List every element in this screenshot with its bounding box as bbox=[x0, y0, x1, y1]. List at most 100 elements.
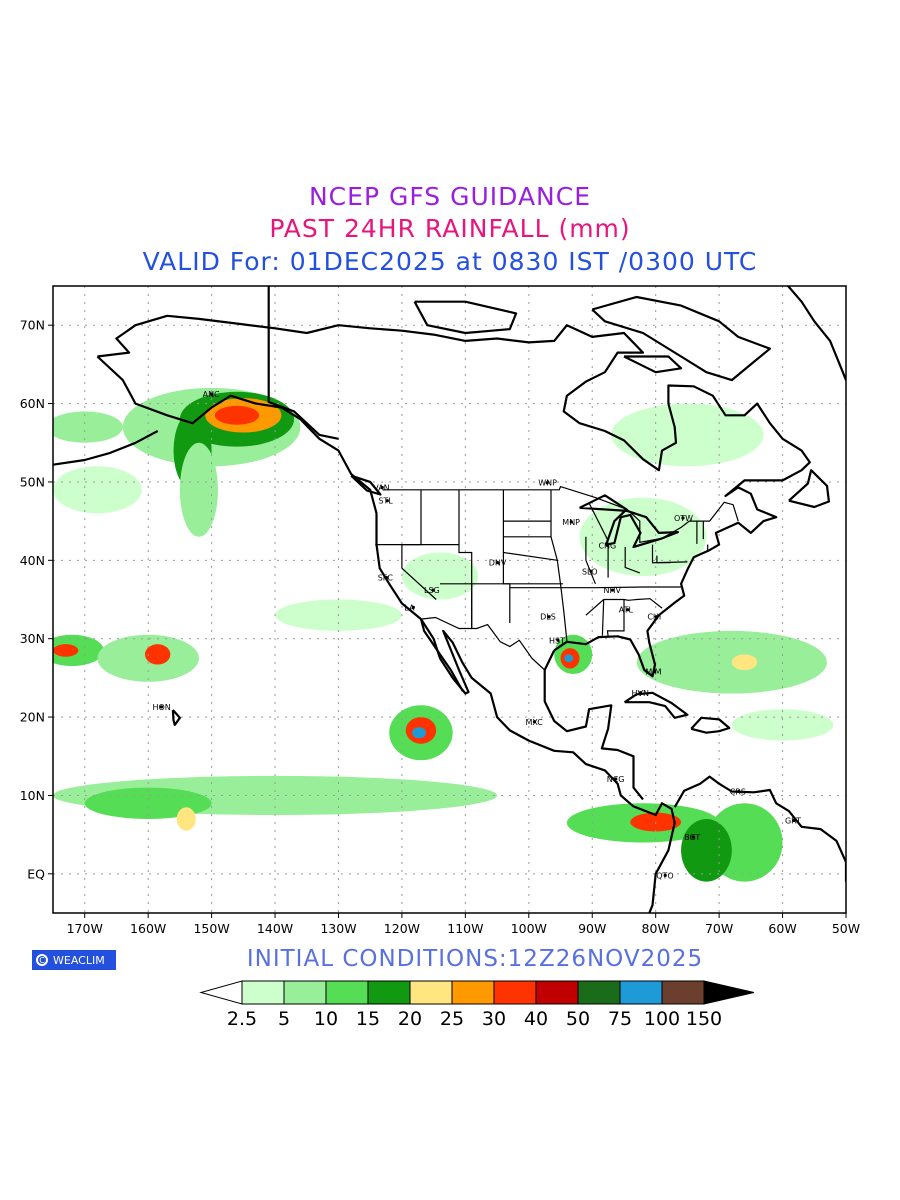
colorbar-swatch-0 bbox=[241, 980, 285, 1005]
city-label: MIM bbox=[645, 668, 661, 677]
rain-cell-5 bbox=[179, 442, 218, 537]
city-dot bbox=[380, 485, 384, 490]
rainfall-map: ANC VAN STL WNP MNP OTW CHG DNV SFC LSG LA SLO NHV AT… bbox=[20, 285, 860, 936]
border-12 bbox=[585, 536, 596, 585]
city-sfc: SFC bbox=[378, 574, 394, 583]
city-label: GRT bbox=[785, 817, 801, 826]
border-11 bbox=[509, 586, 682, 589]
city-atl: ATL bbox=[619, 606, 634, 615]
city-dot bbox=[589, 569, 593, 573]
chart-subtitle: PAST 24HR RAINFALL (mm) bbox=[269, 214, 631, 243]
border-13 bbox=[588, 502, 609, 541]
city-label: LA bbox=[404, 603, 415, 612]
coast-victoria bbox=[413, 300, 518, 335]
lon-label-170W: 170W bbox=[67, 921, 103, 936]
rain-cell-21 bbox=[564, 654, 574, 663]
colorbar-swatch-10 bbox=[661, 980, 705, 1005]
city-labels: ANC VAN STL WNP MNP OTW CHG DNV SFC LSG LA SLO NHV AT… bbox=[152, 390, 801, 880]
coast-aleutians bbox=[53, 430, 159, 466]
rain-cell-27 bbox=[681, 818, 732, 882]
colorbar-label-8: 50 bbox=[566, 1008, 590, 1030]
border-5 bbox=[550, 489, 568, 642]
coast-south-america bbox=[673, 775, 846, 882]
city-slo: SLO bbox=[582, 567, 598, 576]
lon-label-150W: 150W bbox=[193, 921, 229, 936]
border-19 bbox=[606, 599, 625, 637]
weaclim-badge: C WEACLIM bbox=[32, 950, 116, 970]
colorbar-swatch-9 bbox=[619, 980, 663, 1005]
colorbar-swatch-1 bbox=[283, 980, 327, 1005]
lon-label-120W: 120W bbox=[384, 921, 420, 936]
colorbar-swatch-2 bbox=[325, 980, 369, 1005]
colorbar-swatch-4 bbox=[409, 980, 453, 1005]
city-label: CRS bbox=[730, 788, 746, 797]
city-dnv: DNV bbox=[489, 559, 507, 568]
rain-cell-10 bbox=[144, 644, 171, 665]
rain-cell-3 bbox=[214, 405, 260, 425]
city-dot bbox=[654, 615, 658, 619]
latitude-labels: 70N 60N 50N 40N 30N 20N 10N EQ bbox=[20, 318, 53, 881]
city-stl: STL bbox=[378, 497, 393, 506]
border-18 bbox=[601, 599, 605, 636]
map-frame bbox=[52, 285, 847, 914]
coast-vancouver-island bbox=[350, 474, 382, 496]
city-dot bbox=[545, 481, 549, 485]
city-crs: CRS bbox=[730, 788, 746, 797]
city-otw: OTW bbox=[674, 514, 693, 523]
lon-label-130W: 130W bbox=[320, 921, 356, 936]
rain-cell-28 bbox=[53, 466, 142, 514]
colorbar-swatch-7 bbox=[535, 980, 579, 1005]
colorbar-label-0: 2.5 bbox=[227, 1008, 257, 1030]
city-label: OTW bbox=[674, 514, 693, 523]
city-dot bbox=[556, 638, 560, 642]
city-dot bbox=[663, 873, 667, 877]
rain-cell-6 bbox=[53, 411, 123, 443]
border-16 bbox=[651, 544, 688, 564]
coast-north-america-east bbox=[543, 649, 644, 801]
chart-title: NCEP GFS GUIDANCE bbox=[308, 182, 591, 211]
colorbar-label-3: 15 bbox=[356, 1008, 380, 1030]
lon-label-160W: 160W bbox=[130, 921, 166, 936]
city-dot bbox=[496, 561, 500, 565]
city-label: DNV bbox=[489, 559, 507, 568]
lon-label-80W: 80W bbox=[642, 921, 670, 936]
lon-label-60W: 60W bbox=[768, 921, 796, 936]
city-bgt: BGT bbox=[684, 833, 700, 842]
colorbar-label-10: 100 bbox=[644, 1008, 680, 1030]
gridlines bbox=[53, 286, 846, 913]
city-label: BGT bbox=[684, 833, 700, 842]
city-dot bbox=[652, 670, 657, 674]
colorbar-label-11: 150 bbox=[686, 1008, 722, 1030]
city-dot bbox=[605, 543, 610, 548]
city-label: MXC bbox=[526, 718, 544, 727]
lon-label-70W: 70W bbox=[705, 921, 733, 936]
border-0 bbox=[382, 485, 739, 544]
city-lsg: LSG bbox=[424, 586, 440, 595]
city-dot bbox=[626, 608, 630, 612]
city-label: DLS bbox=[540, 613, 556, 622]
border-1 bbox=[420, 616, 546, 671]
lat-label-60N: 60N bbox=[20, 396, 45, 411]
colorbar-label-1: 5 bbox=[278, 1008, 290, 1030]
lat-label-10N: 10N bbox=[20, 788, 45, 803]
city-dot bbox=[431, 588, 435, 592]
border-9 bbox=[503, 551, 558, 561]
city-dot bbox=[385, 499, 389, 503]
lat-label-70N: 70N bbox=[20, 318, 45, 333]
city-chg: CHG bbox=[598, 541, 616, 550]
city-label: ANC bbox=[203, 390, 220, 399]
city-label: HON bbox=[152, 703, 170, 712]
city-mxc: MXC bbox=[526, 718, 544, 727]
city-dot bbox=[385, 575, 389, 580]
coast-baja bbox=[419, 618, 464, 692]
badge-label: WEACLIM bbox=[53, 953, 105, 967]
rain-cell-25 bbox=[731, 654, 758, 671]
lat-label-20N: 20N bbox=[20, 710, 45, 725]
city-label: STL bbox=[378, 497, 393, 506]
city-hvn: HVN bbox=[631, 689, 648, 698]
city-dot bbox=[547, 615, 551, 619]
city-mim: MIM bbox=[645, 668, 661, 677]
coast-gulf-coast bbox=[97, 314, 811, 678]
colorbar-label-5: 25 bbox=[440, 1008, 464, 1030]
city-label: SLO bbox=[582, 567, 598, 576]
